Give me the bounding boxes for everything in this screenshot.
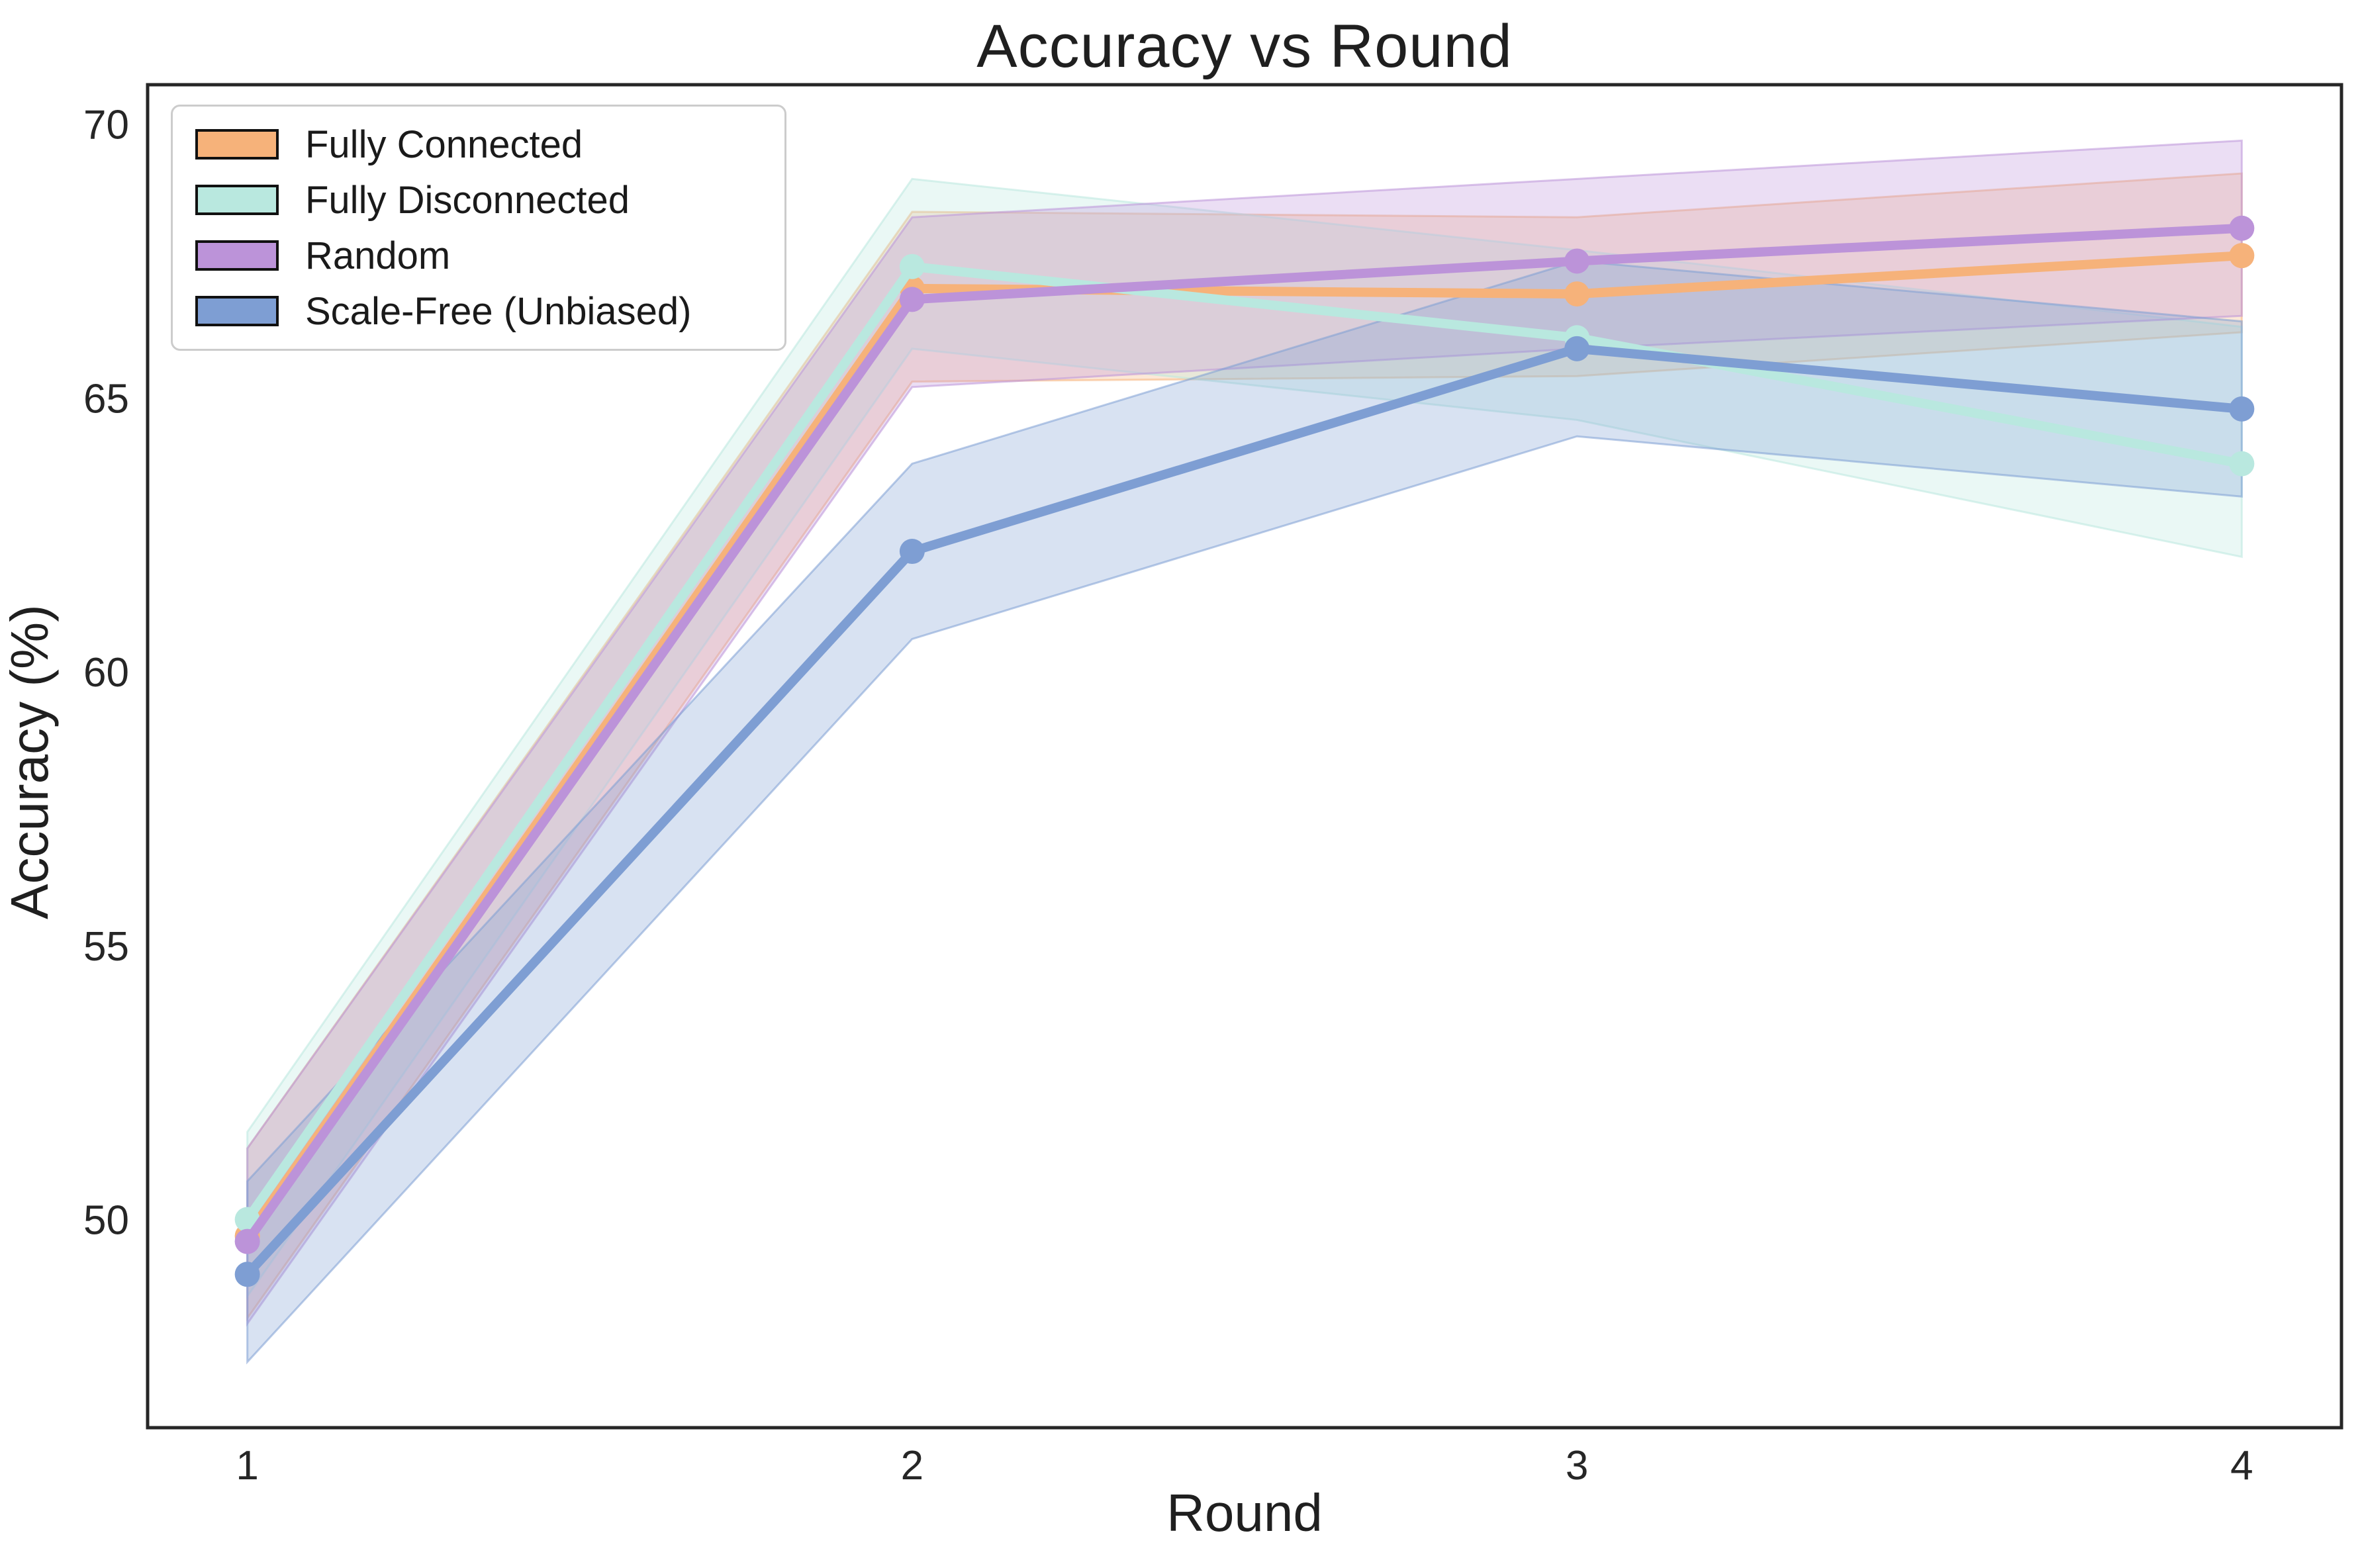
legend: Fully Connected Fully Disconnected Random S… [171,105,786,351]
confidence-band-2 [246,139,2243,1327]
data-point-2-0 [234,1228,260,1254]
y-tick-label-60: 60 [83,650,129,696]
x-tick-label-3: 3 [1566,1443,1588,1489]
legend-entry-2: Random [195,234,762,277]
data-point-3-0 [234,1262,260,1287]
legend-swatch-2 [195,240,279,271]
legend-label-1: Fully Disconnected [305,178,630,222]
y-tick-label-65: 65 [83,376,129,422]
data-point-3-3 [2229,396,2255,422]
series-line-3 [242,344,2247,1279]
legend-swatch-3 [195,296,279,326]
legend-entry-1: Fully Disconnected [195,178,762,222]
series-line-0 [242,251,2247,1241]
series-line-2 [242,223,2247,1246]
legend-label-2: Random [305,234,451,277]
legend-swatch-1 [195,185,279,215]
legend-swatch-0 [195,129,279,160]
data-point-2-2 [1564,248,1590,274]
data-point-0-3 [2229,243,2255,269]
data-point-2-3 [2229,215,2255,241]
confidence-band-1 [246,177,2243,1300]
legend-label-0: Fully Connected [305,122,583,166]
series-line-1 [242,261,2247,1224]
x-tick-label-4: 4 [2230,1443,2253,1489]
x-tick-label-2: 2 [901,1443,923,1489]
plot-border [146,83,2343,1430]
y-tick-label-70: 70 [83,103,129,148]
data-point-3-2 [1564,336,1590,361]
x-axis-label: Round [1166,1483,1323,1542]
legend-label-3: Scale-Free (Unbiased) [305,289,692,333]
x-tick-label-1: 1 [236,1443,258,1489]
data-point-3-1 [899,539,925,565]
y-axis-label: Accuracy (%) [0,604,59,919]
data-point-1-1 [899,254,925,279]
legend-entry-3: Scale-Free (Unbiased) [195,290,762,333]
data-point-2-1 [899,287,925,312]
data-point-1-3 [2229,451,2255,477]
data-point-0-2 [1564,281,1590,307]
confidence-band-3 [246,259,2243,1365]
legend-entry-0: Fully Connected [195,123,762,166]
y-tick-label-50: 50 [83,1198,129,1244]
chart-title: Accuracy vs Round [976,13,1513,80]
y-tick-label-55: 55 [83,924,129,970]
